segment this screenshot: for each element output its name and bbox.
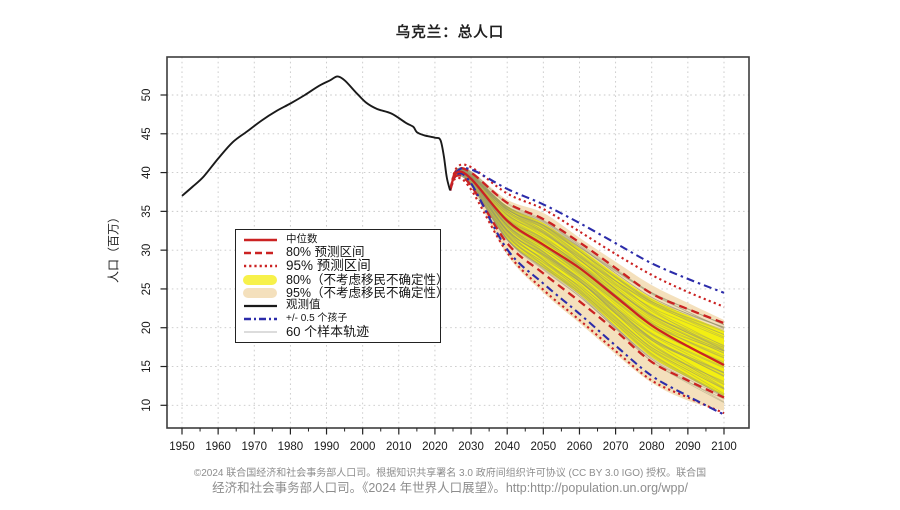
legend-item-line-blue-dashdot: +/- 0.5 个孩子	[243, 313, 434, 325]
x-tick-label: 2100	[711, 441, 737, 453]
x-tick-label: 2040	[494, 441, 520, 453]
half-child-lower-line	[449, 172, 725, 416]
median-line	[449, 170, 725, 367]
x-tick-label: 2000	[350, 441, 376, 453]
footer-source: 经济和社会事务部人口司。《2024 年世界人口展望》。http:http://p…	[212, 481, 688, 495]
legend-item-line-red-solid: 中位数	[243, 234, 434, 246]
fill-yellow-swatch	[243, 274, 279, 285]
x-tick-label: 2090	[675, 441, 701, 453]
half-child-upper-line	[449, 166, 725, 294]
y-tick-label: 15	[141, 360, 153, 373]
y-tick-label: 30	[141, 244, 153, 257]
footer-copyright: ©2024 联合国经济和社会事务部人口司。根据知识共享署名 3.0 政府间组织许…	[193, 468, 707, 479]
legend-label: 95% 预测区间	[286, 258, 371, 274]
pi95-lower-line	[449, 176, 725, 415]
legend-item-line-black-solid: 观测值	[243, 300, 434, 312]
fill-beige-swatch	[243, 288, 279, 299]
legend-label: 80% 预测区间	[286, 245, 365, 260]
legend-label: +/- 0.5 个孩子	[286, 312, 348, 324]
legend-label: 中位数	[286, 233, 318, 246]
legend-item-line-gray-thin: 60 个样本轨迹	[243, 325, 434, 338]
observed-line	[181, 75, 452, 197]
x-tick-label: 2020	[422, 441, 448, 453]
y-tick-label: 20	[141, 321, 153, 334]
plot-frame	[166, 56, 750, 429]
x-tick-label: 2060	[567, 441, 593, 453]
line-red-dashed-swatch	[243, 247, 279, 259]
legend-label: 80%（不考虑移民不确定性）	[286, 272, 449, 287]
line-blue-dashdot-swatch	[243, 313, 279, 325]
x-tick-label: 1960	[205, 441, 231, 453]
x-axis: 1950 1960 1970 1980 1990 2000 2010 2020 2030 2040…	[169, 428, 737, 453]
y-tick-label: 35	[141, 205, 153, 218]
band-80-no-migration	[450, 169, 724, 396]
x-tick-label: 1950	[169, 441, 195, 453]
pi95-upper-line	[449, 163, 725, 308]
line-red-solid-swatch	[243, 234, 279, 246]
legend: 中位数 80% 预测区间 95% 预测区间 80%（不考虑移民不确定性） 95%（不考虑…	[235, 229, 449, 343]
y-tick-label: 25	[141, 283, 153, 296]
legend-label: 95%（不考虑移民不确定性）	[286, 285, 449, 300]
x-tick-label: 2070	[603, 441, 629, 453]
x-tick-label: 1970	[241, 441, 267, 453]
line-gray-thin-swatch	[243, 326, 279, 338]
x-tick-label: 2050	[531, 441, 557, 453]
line-black-solid-swatch	[243, 300, 279, 312]
legend-item-line-red-dashed: 80% 预测区间	[243, 246, 434, 259]
legend-item-line-red-dotted: 95% 预测区间	[243, 259, 434, 273]
x-tick-label: 2080	[639, 441, 665, 453]
x-tick-label: 2010	[386, 441, 412, 453]
legend-item-fill-yellow: 80%（不考虑移民不确定性）	[243, 274, 449, 287]
x-tick-label: 2030	[458, 441, 484, 453]
y-tick-label: 10	[141, 399, 153, 412]
y-tick-label: 40	[141, 166, 153, 179]
y-tick-label: 50	[141, 89, 153, 102]
legend-label: 60 个样本轨迹	[286, 324, 370, 340]
chart-title: 乌克兰：总人口	[395, 25, 505, 41]
x-tick-label: 1990	[314, 441, 340, 453]
legend-item-fill-beige: 95%（不考虑移民不确定性）	[243, 287, 449, 300]
x-tick-label: 1980	[278, 441, 304, 453]
y-axis: 10 15 20 25 30 35 40 45 50	[141, 89, 167, 412]
pi80-lower-line	[449, 174, 725, 399]
legend-label: 观测值	[286, 299, 321, 312]
y-tick-label: 45	[141, 127, 153, 140]
line-red-dotted-swatch	[243, 260, 279, 272]
